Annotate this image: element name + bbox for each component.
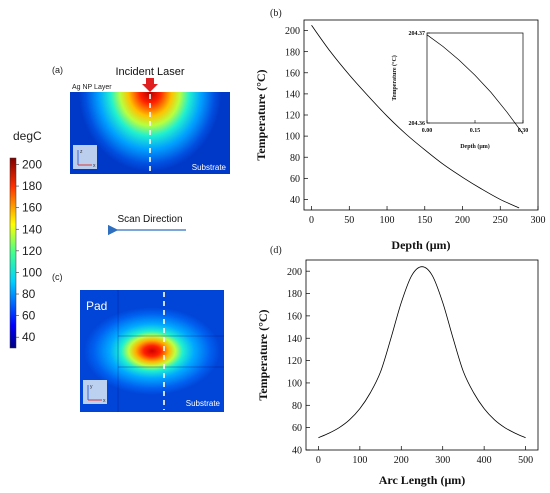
colorbar-gradient	[9, 157, 17, 349]
chart-d-xlabel: Arc Length (μm)	[379, 473, 466, 487]
chart-b-ticks: 0 50 100 150 200 250 300 40 60 80 100 120 140 160 180 2…	[285, 26, 546, 226]
x-tick-label: 200	[455, 215, 470, 226]
y-tick-label: 180	[285, 47, 300, 58]
chart-d-label: (d)	[270, 245, 282, 256]
colorbar-tick-label: 40	[22, 330, 36, 344]
chart-b-label: (b)	[270, 8, 282, 19]
inset-ylabel: Temperature (°C)	[391, 55, 398, 101]
colorbar-tick-label: 140	[22, 222, 42, 236]
inset-y-tick-label: 204.36	[409, 121, 426, 127]
x-tick-label: 100	[380, 215, 395, 226]
chart-b-ylabel: Temperature (°C)	[254, 69, 268, 160]
x-tick-label: 100	[352, 455, 367, 466]
y-tick-label: 40	[292, 446, 302, 457]
ag-np-layer-label: Ag NP Layer	[72, 84, 112, 91]
colorbar-tick-label: 100	[22, 265, 42, 279]
y-tick-label: 140	[287, 334, 302, 345]
inset-x-tick-label: 0.15	[470, 128, 481, 134]
svg-text:z: z	[80, 149, 83, 155]
chart-b: (b) 0 50 100 150 200 250 300 40 60 80 100 120 140 160…	[254, 8, 546, 252]
panel-a: (a) Incident Laser Ag NP Layer z x Subst…	[52, 65, 230, 174]
chart-b-inset: 0.00 0.15 0.30 204.37 204.36 Depth (μm) Temp…	[391, 31, 528, 150]
x-tick-label: 200	[394, 455, 409, 466]
svg-text:x: x	[93, 163, 96, 169]
scan-direction: Scan Direction	[107, 214, 186, 236]
chart-d-ticks: 0 100 200 300 400 500 40 60 80 100 120 140 160 180 200	[287, 267, 533, 466]
svg-text:x: x	[103, 398, 106, 404]
chart-d-ylabel: Temperature (°C)	[256, 309, 270, 400]
colorbar-unit: degC	[13, 129, 42, 143]
x-tick-label: 500	[518, 455, 533, 466]
colorbar-tick-label: 80	[22, 287, 36, 301]
y-tick-label: 140	[285, 89, 300, 100]
axis-triad-c: y x	[83, 380, 107, 404]
y-tick-label: 160	[287, 311, 302, 322]
laser-arrow-icon	[142, 78, 158, 92]
colorbar-tick-label: 180	[22, 179, 42, 193]
colorbar-tick-label: 60	[22, 309, 36, 323]
colorbar-ticks: 200 180 160 140 120 100 80 60 40	[16, 157, 42, 344]
y-tick-label: 60	[292, 423, 302, 434]
chart-d: (d) 0 100 200 300 400 500 40 60 80 100 120 140 160 18…	[256, 245, 539, 487]
scan-direction-label: Scan Direction	[117, 214, 182, 225]
substrate-label-a: Substrate	[192, 163, 227, 172]
inset-y-tick-label: 204.37	[409, 31, 426, 37]
inset-frame	[426, 32, 524, 124]
y-tick-label: 100	[285, 132, 300, 143]
chart-d-series-line	[318, 266, 526, 439]
y-tick-label: 100	[287, 379, 302, 390]
y-tick-label: 160	[285, 68, 300, 79]
incident-laser-label: Incident Laser	[115, 66, 184, 78]
inset-series-line	[426, 34, 524, 135]
y-tick-label: 200	[287, 267, 302, 278]
y-tick-label: 120	[285, 111, 300, 122]
chart-b-series-line	[311, 25, 520, 209]
y-tick-label: 40	[290, 195, 300, 206]
inset-x-tick-label: 0.00	[422, 128, 433, 134]
colorbar: degC 200 180 160 140 120 100 80 60 40	[9, 129, 42, 349]
substrate-label-c: Substrate	[186, 399, 221, 408]
inset-x-tick-label: 0.30	[518, 128, 529, 134]
y-tick-label: 180	[287, 289, 302, 300]
x-tick-label: 50	[344, 215, 354, 226]
y-tick-label: 200	[285, 26, 300, 37]
x-tick-label: 250	[493, 215, 508, 226]
panel-c-label: (c)	[52, 272, 63, 282]
x-tick-label: 150	[417, 215, 432, 226]
panel-a-label: (a)	[52, 65, 63, 75]
axis-triad-a: z x	[73, 145, 97, 169]
pad-label: Pad	[86, 299, 107, 313]
chart-b-xlabel: Depth (μm)	[391, 238, 450, 252]
x-tick-label: 300	[531, 215, 546, 226]
chart-d-frame	[305, 259, 539, 451]
y-tick-label: 60	[290, 174, 300, 185]
y-tick-label: 80	[292, 401, 302, 412]
colorbar-tick-label: 200	[22, 157, 42, 171]
colorbar-tick-label: 120	[22, 244, 42, 258]
colorbar-tick-label: 160	[22, 201, 42, 215]
x-tick-label: 0	[316, 455, 321, 466]
svg-text:y: y	[90, 384, 93, 390]
x-tick-label: 0	[309, 215, 314, 226]
inset-xlabel: Depth (μm)	[460, 143, 490, 150]
x-tick-label: 400	[477, 455, 492, 466]
panel-c: (c) Pad y x Substrate	[52, 272, 224, 412]
y-tick-label: 80	[290, 153, 300, 164]
x-tick-label: 300	[435, 455, 450, 466]
inset-ticks: 0.00 0.15 0.30 204.37 204.36	[409, 31, 529, 134]
y-tick-label: 120	[287, 356, 302, 367]
